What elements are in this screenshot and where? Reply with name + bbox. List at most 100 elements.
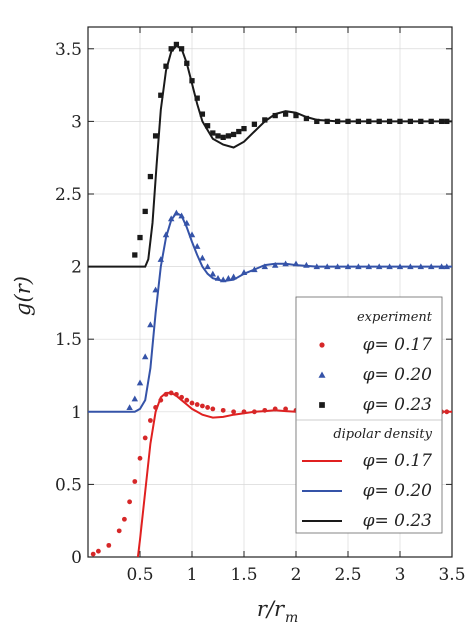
data-point-square bbox=[137, 234, 143, 241]
data-point-square bbox=[324, 118, 330, 125]
data-point-triangle bbox=[162, 231, 170, 238]
data-point-square bbox=[407, 118, 414, 125]
data-point-triangle bbox=[131, 395, 139, 402]
data-point-circle bbox=[179, 394, 185, 400]
data-point-square bbox=[152, 133, 159, 139]
legend-box bbox=[295, 296, 443, 534]
data-point-triangle bbox=[214, 274, 222, 281]
data-point-circle bbox=[231, 409, 237, 415]
data-point-triangle bbox=[303, 261, 310, 268]
data-point-circle bbox=[184, 397, 190, 403]
legend-theory-heading: dipolar density bbox=[333, 427, 432, 442]
legend-marker-square bbox=[319, 402, 325, 408]
y-tick-label: 1 bbox=[71, 403, 82, 423]
data-point-triangle bbox=[183, 219, 191, 226]
data-point-square bbox=[220, 134, 226, 140]
x-tick-label: 1 bbox=[187, 565, 198, 585]
x-axis-label-subscript: m bbox=[285, 610, 298, 626]
data-point-circle bbox=[137, 455, 143, 461]
data-point-triangle bbox=[178, 212, 185, 219]
data-point-triangle bbox=[147, 321, 154, 328]
data-point-circle bbox=[189, 400, 195, 406]
x-tick-label: 2.5 bbox=[334, 565, 361, 585]
data-point-circle bbox=[142, 435, 148, 441]
data-point-triangle bbox=[230, 273, 237, 280]
data-point-circle bbox=[272, 406, 278, 412]
data-point-circle bbox=[106, 542, 112, 548]
data-point-square bbox=[241, 126, 247, 132]
legend-theory-label: φ= 0.17 bbox=[363, 451, 433, 471]
data-point-triangle bbox=[344, 263, 352, 270]
data-point-square bbox=[293, 112, 299, 119]
data-point-circle bbox=[262, 407, 268, 413]
data-point-square bbox=[272, 112, 278, 119]
y-tick-label: 0 bbox=[71, 548, 82, 568]
data-point-square bbox=[334, 118, 341, 125]
data-point-square bbox=[163, 63, 169, 69]
x-tick-label: 2 bbox=[291, 565, 302, 585]
data-point-triangle bbox=[157, 256, 165, 262]
legend-marker-triangle bbox=[318, 371, 326, 378]
theory-lines bbox=[88, 44, 452, 558]
y-axis-label: g(r) bbox=[11, 276, 35, 316]
data-point-circle bbox=[168, 390, 174, 396]
data-point-square bbox=[215, 133, 221, 139]
x-tick-label: 3.5 bbox=[438, 565, 465, 585]
data-point-circle bbox=[127, 499, 132, 505]
y-tick-label: 3.5 bbox=[55, 40, 82, 60]
x-tick-label: 0.5 bbox=[126, 565, 153, 585]
data-point-square bbox=[230, 131, 237, 138]
data-point-circle bbox=[132, 479, 138, 484]
data-point-triangle bbox=[407, 263, 414, 270]
data-point-square bbox=[189, 78, 195, 84]
x-tick-label: 1.5 bbox=[230, 565, 257, 585]
data-point-circle bbox=[148, 418, 153, 423]
theory-line bbox=[88, 44, 452, 268]
data-point-circle bbox=[153, 405, 159, 410]
legend: experiment φ= 0.17 φ= 0.20 φ= 0.23 dipolar… bbox=[295, 296, 443, 534]
data-point-triangle bbox=[396, 263, 404, 270]
data-point-square bbox=[142, 208, 148, 215]
data-point-square bbox=[173, 41, 180, 48]
legend-experiment-heading: experiment bbox=[357, 310, 433, 325]
data-point-square bbox=[210, 130, 216, 136]
data-point-square bbox=[314, 118, 320, 125]
data-point-square bbox=[158, 92, 164, 98]
data-point-triangle bbox=[136, 379, 144, 386]
data-point-triangle bbox=[199, 254, 206, 261]
data-point-square bbox=[438, 118, 445, 125]
data-point-square bbox=[397, 118, 403, 125]
x-axis-label: r/r bbox=[257, 597, 286, 621]
data-point-square bbox=[251, 121, 258, 127]
data-point-circle bbox=[163, 391, 169, 397]
data-point-square bbox=[376, 118, 382, 125]
data-point-triangle bbox=[438, 263, 445, 270]
legend-marker-circle bbox=[319, 342, 325, 348]
data-point-square bbox=[345, 118, 351, 125]
data-point-circle bbox=[210, 406, 216, 412]
data-point-square bbox=[204, 123, 211, 129]
data-point-square bbox=[194, 95, 200, 101]
data-point-square bbox=[168, 46, 174, 52]
data-point-square bbox=[303, 115, 310, 122]
data-point-triangle bbox=[173, 209, 180, 216]
data-point-triangle bbox=[323, 263, 331, 270]
data-point-circle bbox=[205, 405, 211, 410]
data-point-circle bbox=[116, 528, 122, 534]
data-point-triangle bbox=[188, 231, 196, 238]
legend-experiment-entries: φ= 0.17 φ= 0.20 φ= 0.23 bbox=[318, 335, 432, 415]
data-point-circle bbox=[174, 391, 179, 397]
data-point-circle bbox=[444, 409, 450, 415]
legend-experiment-label: φ= 0.20 bbox=[363, 365, 433, 385]
data-point-square bbox=[262, 117, 268, 123]
data-point-circle bbox=[283, 406, 288, 412]
legend-theory-entries: φ= 0.17 φ= 0.20 φ= 0.23 bbox=[302, 451, 432, 531]
data-point-triangle bbox=[261, 263, 269, 270]
data-point-square bbox=[355, 118, 362, 125]
legend-experiment-label: φ= 0.23 bbox=[363, 395, 432, 415]
data-point-triangle bbox=[386, 263, 393, 270]
data-point-circle bbox=[200, 403, 205, 409]
data-point-triangle bbox=[292, 260, 300, 267]
data-point-square bbox=[282, 111, 289, 117]
x-tick-label: 3 bbox=[395, 565, 406, 585]
